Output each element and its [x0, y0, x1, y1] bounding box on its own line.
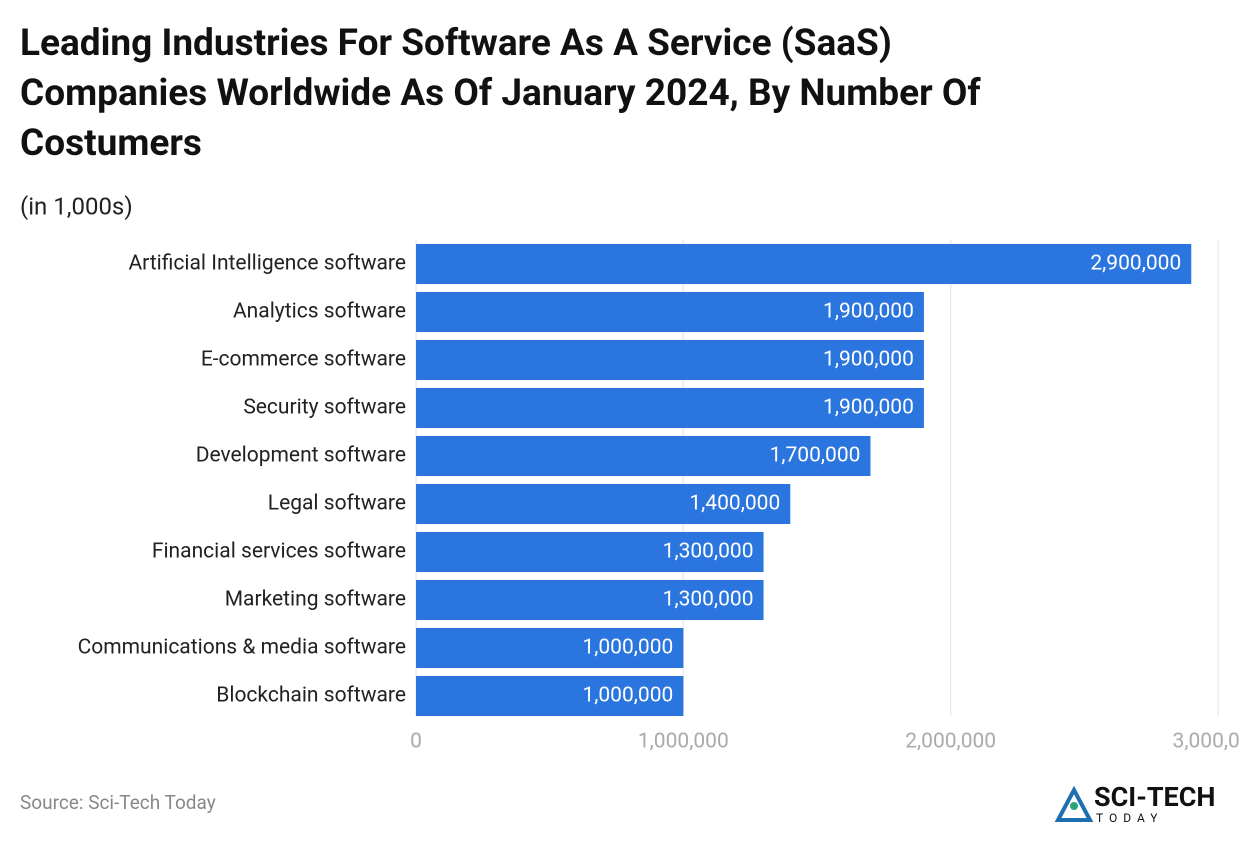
- bar: [416, 580, 764, 620]
- value-label: 1,400,000: [689, 492, 780, 516]
- bar: [416, 244, 1192, 284]
- value-label: 1,300,000: [663, 540, 754, 564]
- x-tick-label: 2,000,000: [905, 730, 996, 754]
- logo-tagline: TODAY: [1096, 811, 1164, 825]
- bar: [416, 292, 924, 332]
- y-tick-label: Blockchain software: [216, 684, 406, 708]
- value-label: 1,900,000: [823, 348, 914, 372]
- y-tick-label: Legal software: [268, 492, 406, 516]
- bar: [416, 532, 764, 572]
- value-label: 2,900,000: [1090, 252, 1181, 276]
- chart-title: Leading Industries For Software As A Ser…: [20, 22, 892, 65]
- y-tick-label: Analytics software: [233, 300, 406, 324]
- value-label: 1,700,000: [770, 444, 861, 468]
- chart-subtitle: (in 1,000s): [20, 192, 133, 220]
- bar: [416, 436, 871, 476]
- x-tick-label: 1,000,000: [638, 730, 729, 754]
- value-label: 1,300,000: [663, 588, 754, 612]
- bar: [416, 484, 791, 524]
- source: Source: Sci-Tech Today: [20, 791, 216, 814]
- value-label: 1,000,000: [582, 684, 673, 708]
- y-tick-label: Security software: [243, 396, 406, 420]
- value-label: 1,900,000: [823, 396, 914, 420]
- logo-name: SCI-TECH: [1094, 781, 1215, 813]
- value-label: 1,000,000: [582, 636, 673, 660]
- y-tick-label: E-commerce software: [201, 348, 406, 372]
- y-tick-label: Marketing software: [225, 588, 406, 612]
- y-tick-label: Communications & media software: [78, 636, 406, 660]
- bar: [416, 340, 924, 380]
- x-tick-label: 0: [410, 730, 422, 754]
- chart-title: Costumers: [20, 122, 202, 165]
- y-tick-label: Artificial Intelligence software: [128, 252, 406, 276]
- x-tick-label: 3,000,000: [1173, 730, 1240, 754]
- chart-title: Companies Worldwide As Of January 2024, …: [20, 72, 981, 115]
- logo-icon: [1054, 785, 1094, 822]
- bar: [416, 676, 684, 716]
- value-label: 1,900,000: [823, 300, 914, 324]
- y-tick-label: Development software: [196, 444, 406, 468]
- bar: [416, 388, 924, 428]
- y-tick-label: Financial services software: [152, 540, 406, 564]
- bar: [416, 628, 684, 668]
